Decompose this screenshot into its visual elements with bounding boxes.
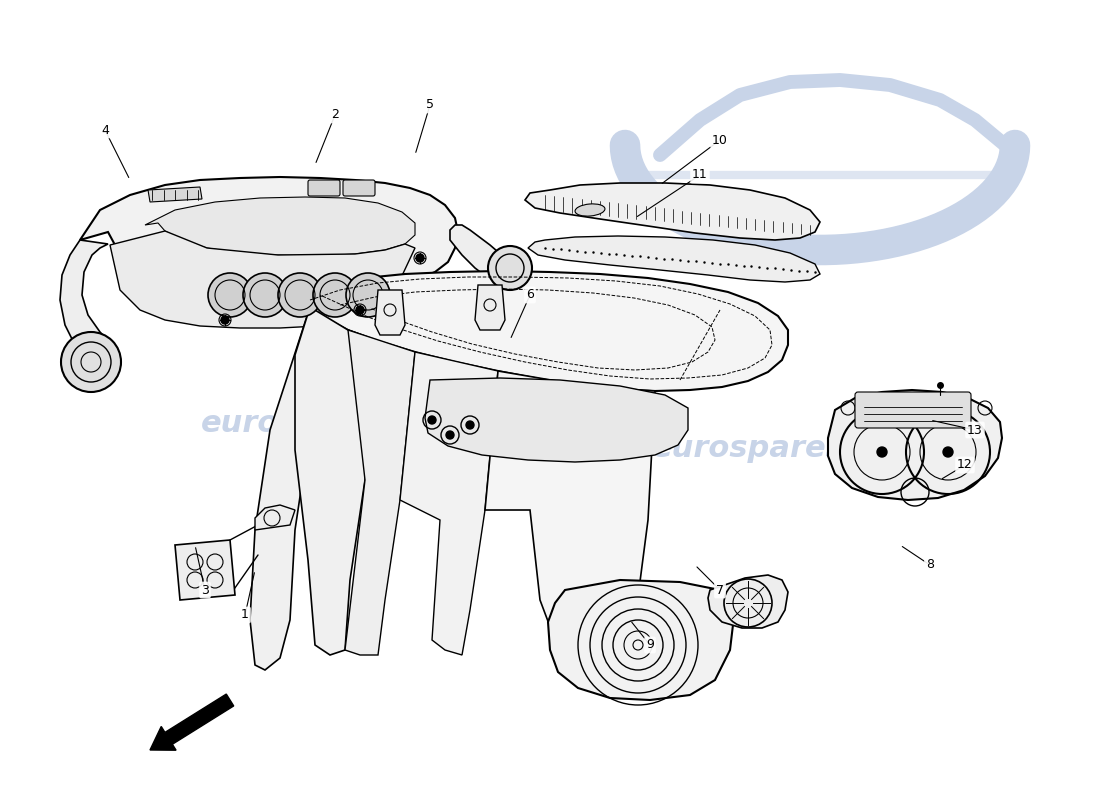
Circle shape xyxy=(243,273,287,317)
Polygon shape xyxy=(528,236,820,282)
Ellipse shape xyxy=(575,204,605,216)
Text: 12: 12 xyxy=(957,458,972,471)
Circle shape xyxy=(346,273,390,317)
Text: 11: 11 xyxy=(692,169,708,182)
Text: 8: 8 xyxy=(926,558,934,571)
Polygon shape xyxy=(305,271,788,391)
Text: 10: 10 xyxy=(712,134,728,146)
Text: 9: 9 xyxy=(646,638,653,651)
Polygon shape xyxy=(475,285,505,330)
Text: eurospares: eurospares xyxy=(200,410,394,438)
Circle shape xyxy=(488,246,532,290)
Text: eurospares: eurospares xyxy=(651,434,845,462)
FancyArrow shape xyxy=(150,694,233,750)
Circle shape xyxy=(221,316,229,324)
Text: 3: 3 xyxy=(201,583,209,597)
Circle shape xyxy=(60,332,121,392)
Text: 5: 5 xyxy=(426,98,434,111)
Circle shape xyxy=(446,431,454,439)
Circle shape xyxy=(278,273,322,317)
Polygon shape xyxy=(828,390,1002,500)
Polygon shape xyxy=(148,187,202,202)
Polygon shape xyxy=(295,307,378,655)
Circle shape xyxy=(466,421,474,429)
Circle shape xyxy=(428,416,436,424)
Polygon shape xyxy=(400,352,498,655)
Text: 6: 6 xyxy=(526,289,534,302)
Text: 1: 1 xyxy=(241,609,249,622)
FancyBboxPatch shape xyxy=(343,180,375,196)
Text: 13: 13 xyxy=(967,423,983,437)
Circle shape xyxy=(208,273,252,317)
Polygon shape xyxy=(450,225,512,282)
Circle shape xyxy=(416,254,424,262)
Polygon shape xyxy=(425,378,688,462)
Text: 7: 7 xyxy=(716,583,724,597)
FancyBboxPatch shape xyxy=(855,392,971,428)
Circle shape xyxy=(943,447,953,457)
Polygon shape xyxy=(110,231,415,328)
Text: 4: 4 xyxy=(101,123,109,137)
Circle shape xyxy=(314,273,358,317)
Polygon shape xyxy=(145,197,415,256)
Polygon shape xyxy=(548,580,735,700)
Circle shape xyxy=(356,306,364,314)
Polygon shape xyxy=(375,290,405,335)
FancyBboxPatch shape xyxy=(308,180,340,196)
Polygon shape xyxy=(708,575,788,628)
Polygon shape xyxy=(525,183,820,240)
Polygon shape xyxy=(175,540,235,600)
Polygon shape xyxy=(80,177,458,294)
Polygon shape xyxy=(250,295,348,670)
Polygon shape xyxy=(345,330,415,655)
Circle shape xyxy=(877,447,887,457)
Polygon shape xyxy=(255,505,295,530)
Polygon shape xyxy=(485,371,654,660)
Polygon shape xyxy=(60,240,118,368)
Text: 2: 2 xyxy=(331,109,339,122)
